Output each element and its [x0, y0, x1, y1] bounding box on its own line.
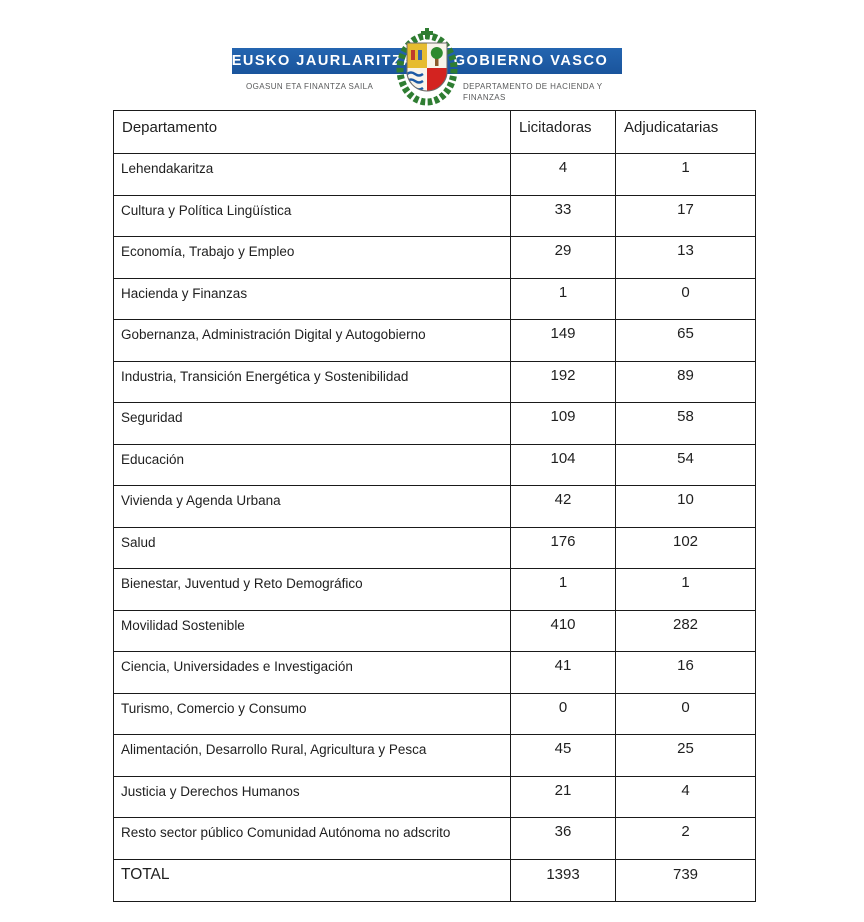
- department-cell: Lehendakaritza: [113, 153, 511, 196]
- department-cell: Economía, Trabajo y Empleo: [113, 236, 511, 279]
- adjudicatarias-cell: 58: [615, 402, 756, 445]
- departments-table: Departamento Licitadoras Adjudicatarias …: [113, 110, 756, 902]
- department-cell: Seguridad: [113, 402, 511, 445]
- logo-bar-spanish: GOBIERNO VASCO: [440, 48, 622, 74]
- adjudicatarias-cell: 16: [615, 651, 756, 694]
- table-footer: TOTAL 1393 739: [113, 858, 756, 902]
- licitadoras-cell: 42: [510, 485, 616, 528]
- total-row: TOTAL 1393 739: [113, 858, 756, 902]
- licitadoras-cell: 45: [510, 734, 616, 777]
- adjudicatarias-cell: 54: [615, 443, 756, 486]
- logo-spanish-department-label: DEPARTAMENTO DE HACIENDA Y FINANZAS: [463, 82, 613, 103]
- licitadoras-cell: 149: [510, 319, 616, 362]
- table-row: Economía, Trabajo y Empleo 29 13: [113, 236, 756, 279]
- table-header: Departamento Licitadoras Adjudicatarias: [113, 110, 756, 154]
- department-cell: Bienestar, Juventud y Reto Demográfico: [113, 568, 511, 611]
- table-row: Cultura y Política Lingüística 33 17: [113, 194, 756, 237]
- adjudicatarias-cell: 102: [615, 526, 756, 569]
- table-row: Turismo, Comercio y Consumo 0 0: [113, 692, 756, 735]
- logo-basque-name: EUSKO JAURLARITZA: [231, 53, 415, 69]
- adjudicatarias-cell: 25: [615, 734, 756, 777]
- adjudicatarias-cell: 0: [615, 277, 756, 320]
- adjudicatarias-cell: 89: [615, 360, 756, 403]
- adjudicatarias-cell: 0: [615, 692, 756, 735]
- table-row: Resto sector público Comunidad Autónoma …: [113, 817, 756, 860]
- logo-spanish-department-line1: DEPARTAMENTO DE HACIENDA Y: [463, 82, 603, 91]
- table-body: Lehendakaritza 4 1 Cultura y Política Lingü…: [113, 153, 756, 860]
- department-cell: Cultura y Política Lingüística: [113, 194, 511, 237]
- licitadoras-cell: 410: [510, 609, 616, 652]
- licitadoras-cell: 21: [510, 775, 616, 818]
- table-row: Educación 104 54: [113, 443, 756, 486]
- adjudicatarias-cell: 4: [615, 775, 756, 818]
- licitadoras-cell: 1: [510, 277, 616, 320]
- table-row: Movilidad Sostenible 410 282: [113, 609, 756, 652]
- department-cell: Turismo, Comercio y Consumo: [113, 692, 511, 735]
- adjudicatarias-cell: 17: [615, 194, 756, 237]
- table-row: Vivienda y Agenda Urbana 42 10: [113, 485, 756, 528]
- licitadoras-cell: 29: [510, 236, 616, 279]
- column-header-adjudicatarias: Adjudicatarias: [615, 110, 756, 154]
- department-cell: Industria, Transición Energética y Soste…: [113, 360, 511, 403]
- department-cell: Movilidad Sostenible: [113, 609, 511, 652]
- table-row: Alimentación, Desarrollo Rural, Agricult…: [113, 734, 756, 777]
- licitadoras-cell: 0: [510, 692, 616, 735]
- department-cell: Ciencia, Universidades e Investigación: [113, 651, 511, 694]
- licitadoras-cell: 36: [510, 817, 616, 860]
- adjudicatarias-cell: 65: [615, 319, 756, 362]
- total-licitadoras: 1393: [510, 858, 616, 902]
- table-row: Bienestar, Juventud y Reto Demográfico 1 1: [113, 568, 756, 611]
- table-row: Seguridad 109 58: [113, 402, 756, 445]
- table-header-row: Departamento Licitadoras Adjudicatarias: [113, 110, 756, 154]
- total-adjudicatarias: 739: [615, 858, 756, 902]
- adjudicatarias-cell: 10: [615, 485, 756, 528]
- department-cell: Educación: [113, 443, 511, 486]
- table-row: Ciencia, Universidades e Investigación 41…: [113, 651, 756, 694]
- department-cell: Alimentación, Desarrollo Rural, Agricult…: [113, 734, 511, 777]
- column-header-departamento: Departamento: [113, 110, 511, 154]
- logo-spanish-department-line2: FINANZAS: [463, 92, 506, 102]
- licitadoras-cell: 109: [510, 402, 616, 445]
- licitadoras-cell: 176: [510, 526, 616, 569]
- department-cell: Hacienda y Finanzas: [113, 277, 511, 320]
- licitadoras-cell: 104: [510, 443, 616, 486]
- department-cell: Justicia y Derechos Humanos: [113, 775, 511, 818]
- total-label: TOTAL: [113, 858, 511, 902]
- adjudicatarias-cell: 2: [615, 817, 756, 860]
- adjudicatarias-cell: 13: [615, 236, 756, 279]
- licitadoras-cell: 1: [510, 568, 616, 611]
- adjudicatarias-cell: 1: [615, 153, 756, 196]
- column-header-licitadoras: Licitadoras: [510, 110, 616, 154]
- department-cell: Resto sector público Comunidad Autónoma …: [113, 817, 511, 860]
- licitadoras-cell: 41: [510, 651, 616, 694]
- logo-bar-basque: EUSKO JAURLARITZA: [232, 48, 414, 74]
- licitadoras-cell: 4: [510, 153, 616, 196]
- adjudicatarias-cell: 1: [615, 568, 756, 611]
- adjudicatarias-cell: 282: [615, 609, 756, 652]
- department-cell: Salud: [113, 526, 511, 569]
- table-row: Industria, Transición Energética y Soste…: [113, 360, 756, 403]
- table-row: Gobernanza, Administración Digital y Aut…: [113, 319, 756, 362]
- table-row: Hacienda y Finanzas 1 0: [113, 277, 756, 320]
- department-cell: Vivienda y Agenda Urbana: [113, 485, 511, 528]
- logo-basque-department-label: OGASUN ETA FINANTZA SAILA: [246, 82, 374, 91]
- table-row: Lehendakaritza 4 1: [113, 153, 756, 196]
- licitadoras-cell: 33: [510, 194, 616, 237]
- government-logo: EUSKO JAURLARITZA GOBIERNO VASCO: [232, 28, 622, 106]
- table-row: Salud 176 102: [113, 526, 756, 569]
- table-row: Justicia y Derechos Humanos 21 4: [113, 775, 756, 818]
- logo-spanish-name: GOBIERNO VASCO: [453, 53, 609, 69]
- department-cell: Gobernanza, Administración Digital y Aut…: [113, 319, 511, 362]
- basque-coat-of-arms-icon: [396, 28, 458, 106]
- licitadoras-cell: 192: [510, 360, 616, 403]
